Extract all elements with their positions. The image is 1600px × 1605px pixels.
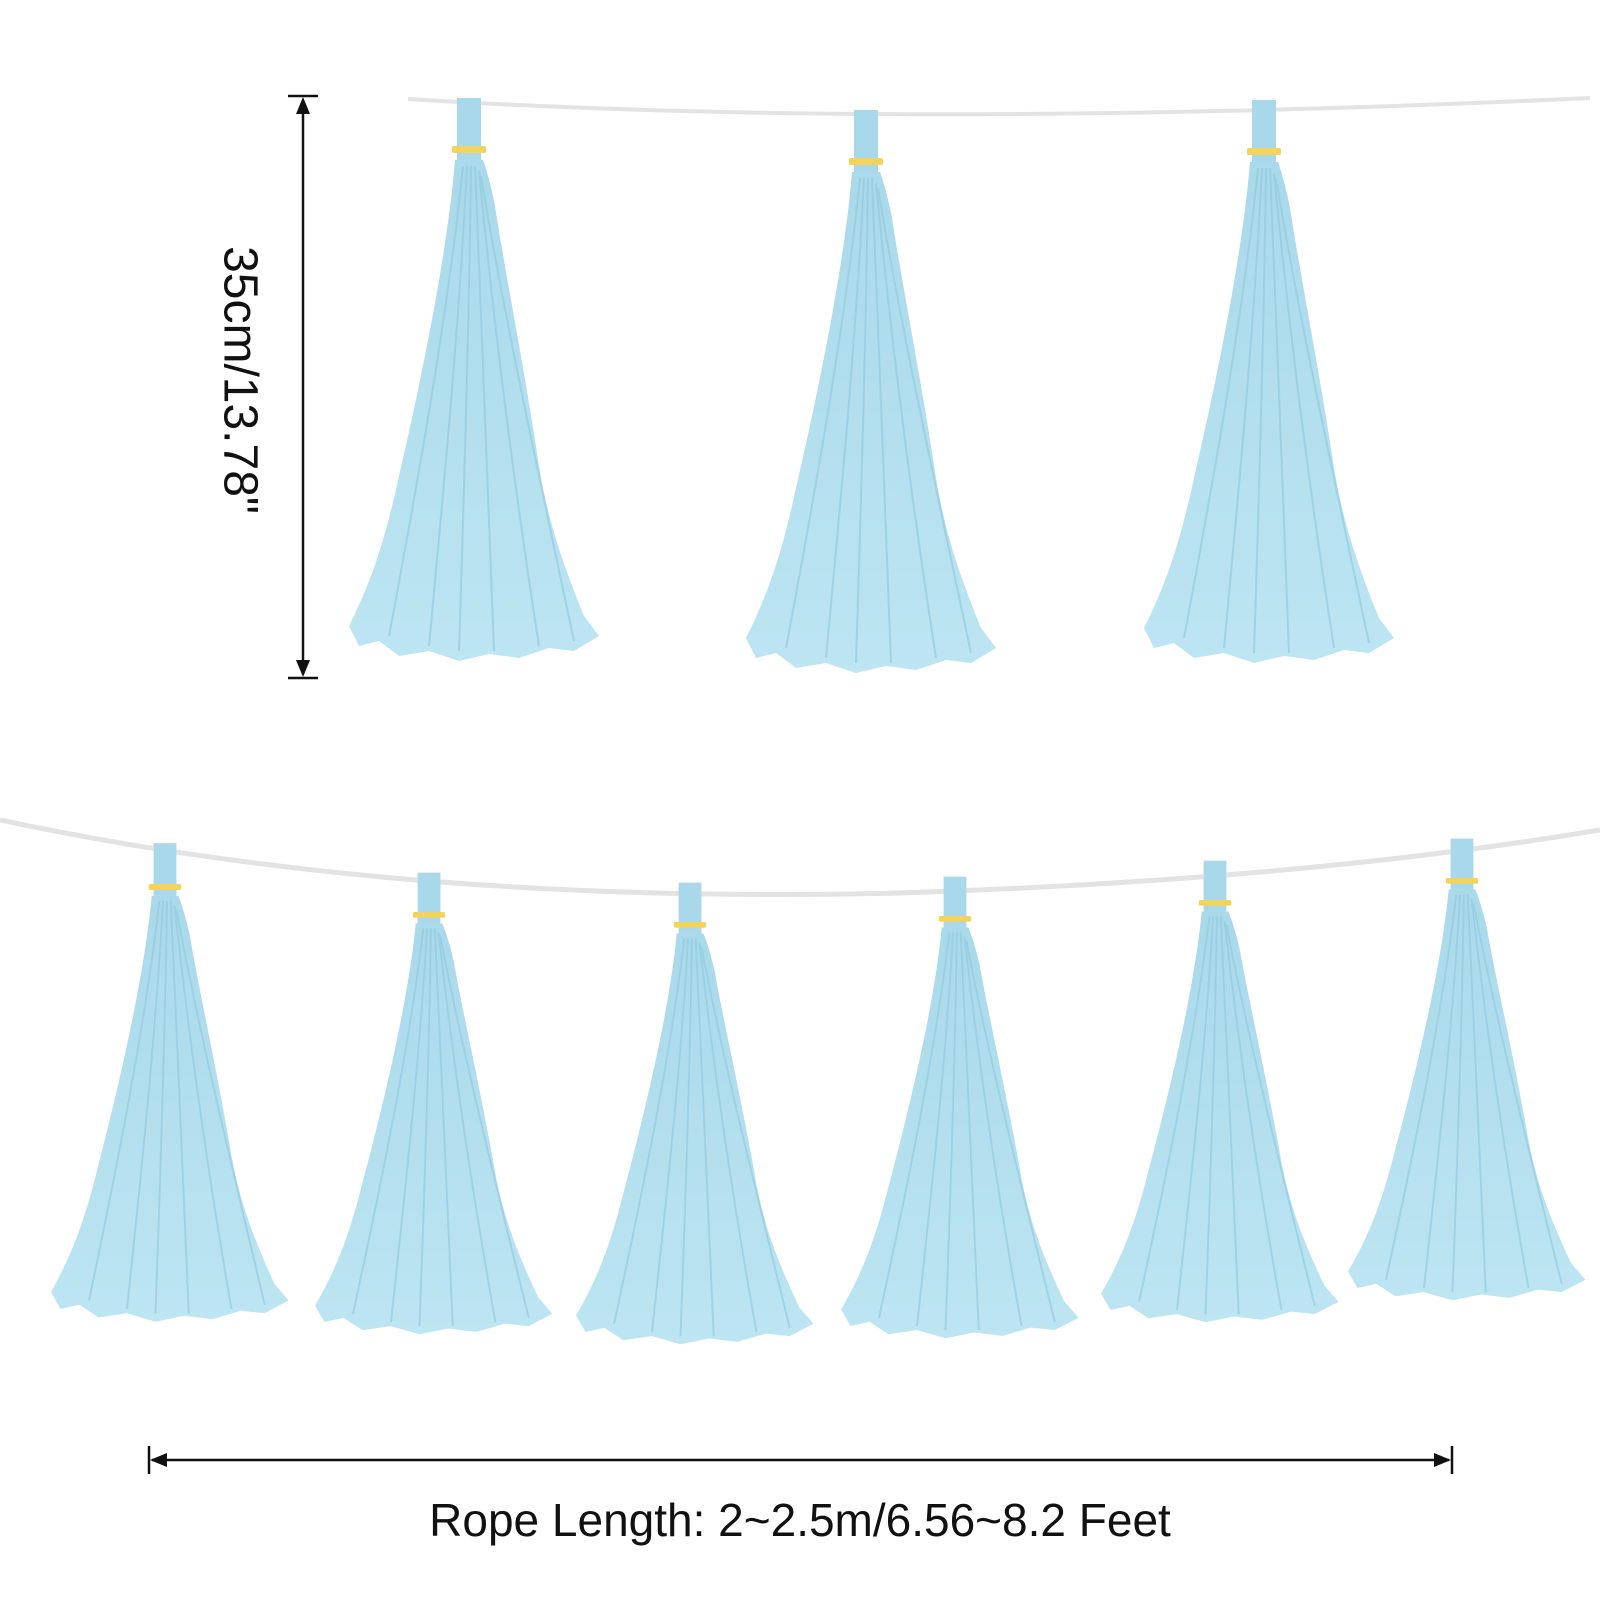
bottom-rope xyxy=(0,817,1600,897)
rope-length-label: Rope Length: 2~2.5m/6.56~8.2 Feet xyxy=(429,1494,1171,1546)
tassel-height-label: 35cm/13.78" xyxy=(213,246,267,514)
top-rope xyxy=(407,96,1591,117)
rope-length-dimension-arrow xyxy=(147,1446,1454,1474)
height-dimension-arrow xyxy=(288,94,318,680)
